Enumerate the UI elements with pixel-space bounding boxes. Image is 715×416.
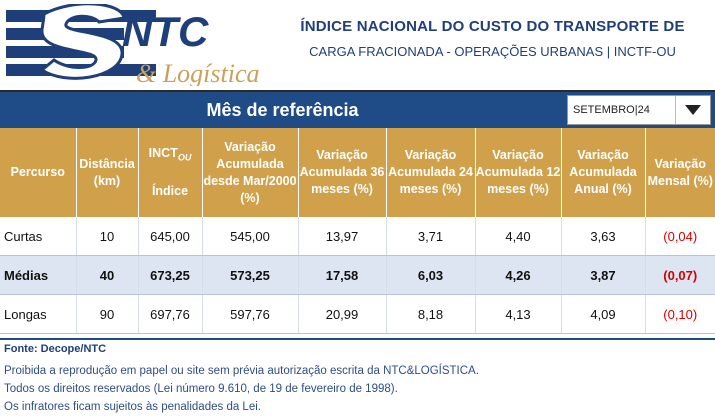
svg-text:& Logística: & Logística xyxy=(136,59,260,86)
cell-var-mensal: (0,04) xyxy=(645,217,715,256)
cell-var-2000: 597,76 xyxy=(202,294,299,334)
header-inct-main: INCT xyxy=(148,145,178,160)
cell-distancia: 10 xyxy=(76,217,139,256)
cell-var-2000: 573,25 xyxy=(202,255,299,295)
dropdown-button[interactable] xyxy=(675,96,710,124)
cell-var-12: 4,40 xyxy=(475,217,562,256)
cell-var-24: 6,03 xyxy=(386,255,476,295)
cell-var-anual: 3,63 xyxy=(561,217,646,256)
table-row: Longas 90 697,76 597,76 20,99 8,18 4,13 … xyxy=(0,294,715,334)
cell-distancia: 40 xyxy=(76,255,139,295)
cell-distancia: 90 xyxy=(76,294,139,334)
cell-var-12: 4,13 xyxy=(475,294,562,334)
report-title: ÍNDICE NACIONAL DO CUSTO DO TRANSPORTE D… xyxy=(270,18,715,59)
cell-var-36: 13,97 xyxy=(298,217,387,256)
title-line-1: ÍNDICE NACIONAL DO CUSTO DO TRANSPORTE D… xyxy=(300,18,685,35)
note-line: Proibida a reprodução em papel ou site s… xyxy=(4,365,479,377)
index-table: Percurso Distância (km) INCTOU Índice Va… xyxy=(0,128,715,334)
reference-label: Mês de referência xyxy=(206,100,359,120)
cell-var-anual: 4,09 xyxy=(561,294,646,334)
reference-bar: Mês de referência SETEMBRO|24 xyxy=(0,90,715,128)
cell-var-24: 3,71 xyxy=(386,217,476,256)
copyright-notes: Proibida a reprodução em papel ou site s… xyxy=(4,362,479,416)
cell-var-36: 17,58 xyxy=(298,255,387,295)
cell-var-mensal: (0,07) xyxy=(645,255,715,295)
note-line: Todos os direitos reservados (Lei número… xyxy=(4,383,398,395)
header-var-36: Variação Acumulada 36 meses (%) xyxy=(298,128,387,217)
header-inct-sub: OU xyxy=(177,152,192,163)
header-distancia: Distância (km) xyxy=(76,128,139,217)
header-var-mensal: Variação Mensal (%) xyxy=(645,128,715,217)
table-row: Curtas 10 645,00 545,00 13,97 3,71 4,40 … xyxy=(0,217,715,256)
cell-percurso: Médias xyxy=(0,255,77,295)
table-row: Médias 40 673,25 573,25 17,58 6,03 4,26 … xyxy=(0,255,715,295)
cell-var-24: 8,18 xyxy=(386,294,476,334)
cell-var-mensal: (0,10) xyxy=(645,294,715,334)
reference-month-select[interactable]: SETEMBRO|24 xyxy=(567,95,711,125)
reference-month-value: SETEMBRO|24 xyxy=(573,104,650,116)
cell-var-36: 20,99 xyxy=(298,294,387,334)
svg-text:NTC: NTC xyxy=(122,8,209,55)
table-header-row: Percurso Distância (km) INCTOU Índice Va… xyxy=(0,128,715,217)
header-inct: INCTOU Índice xyxy=(138,128,203,217)
cell-var-anual: 3,87 xyxy=(561,255,646,295)
note-line: Os infratores ficam sujeitos às penalida… xyxy=(4,401,261,413)
title-line-2: CARGA FRACIONADA - OPERAÇÕES URBANAS | I… xyxy=(309,44,676,59)
header-inct-index: Índice xyxy=(151,184,189,199)
header-var-12: Variação Acumulada 12 meses (%) xyxy=(475,128,562,217)
header-var-2000: Variação Acumulada desde Mar/2000 (%) xyxy=(202,128,299,217)
cell-percurso: Curtas xyxy=(0,217,77,256)
dropdown-arrow-icon xyxy=(685,105,701,115)
cell-percurso: Longas xyxy=(0,294,77,334)
cell-var-12: 4,26 xyxy=(475,255,562,295)
cell-indice: 697,76 xyxy=(138,294,203,334)
source-note: Fonte: Decope/NTC xyxy=(4,343,107,355)
cell-var-2000: 545,00 xyxy=(202,217,299,256)
cell-indice: 645,00 xyxy=(138,217,203,256)
table-bottom-rule xyxy=(0,338,715,340)
header-var-anual: Variação Acumulada Anual (%) xyxy=(561,128,646,217)
page-header: NTC & Logística ÍNDICE NACIONAL DO CUSTO… xyxy=(0,0,715,90)
header-var-24: Variação Acumulada 24 meses (%) xyxy=(386,128,476,217)
ntc-logo: NTC & Logística xyxy=(4,2,260,88)
cell-indice: 673,25 xyxy=(138,255,203,295)
header-percurso: Percurso xyxy=(0,128,77,217)
